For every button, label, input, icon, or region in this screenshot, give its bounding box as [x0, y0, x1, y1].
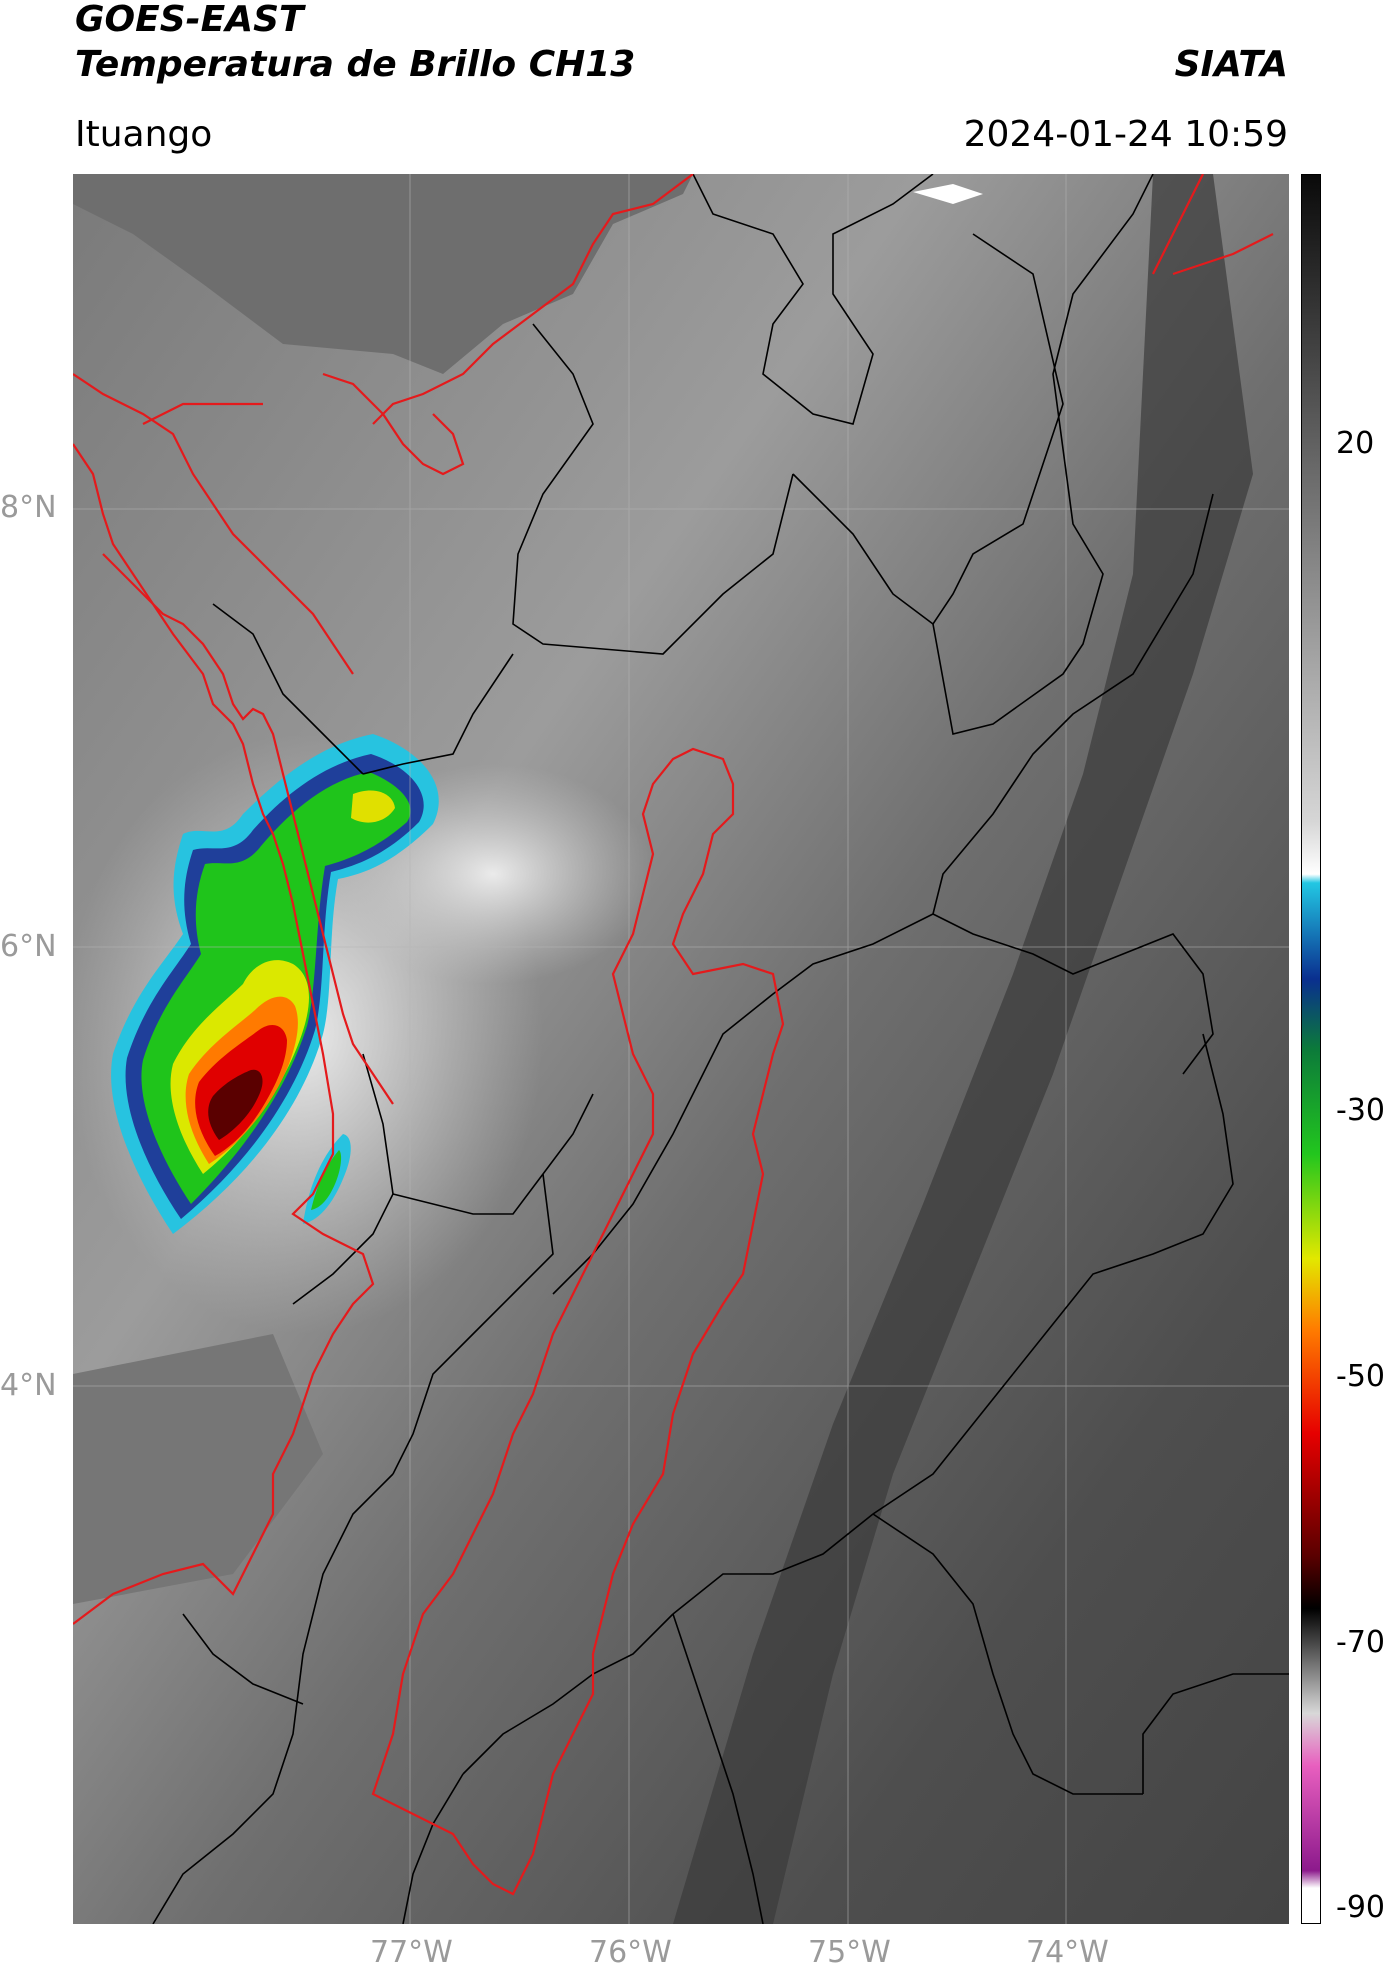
colorbar-tick-minus90: -90	[1336, 1890, 1384, 1925]
lon-label-75w: 75°W	[808, 1935, 891, 1970]
title-line2: Temperatura de Brillo CH13	[75, 44, 636, 85]
gridlines	[73, 174, 1289, 1924]
department-boundaries	[152, 174, 1289, 1924]
lat-label-8n: 8°N	[0, 490, 57, 525]
white-spot-north	[913, 184, 983, 204]
coastline-national-border	[73, 174, 1274, 1625]
lat-label-4n: 4°N	[0, 1368, 57, 1403]
storm-cloud	[111, 734, 439, 1234]
lon-label-77w: 77°W	[370, 1935, 453, 1970]
antioquia-outline	[371, 747, 785, 1896]
colorbar	[1301, 174, 1321, 1924]
title-line1: GOES-EAST	[75, 0, 304, 40]
ocean-caribbean	[73, 174, 693, 374]
storm-layer-darkred	[208, 1069, 263, 1140]
brand-label: SIATA	[1174, 44, 1288, 85]
dark-cordillera-east	[673, 174, 1253, 1924]
colorbar-tick-minus30: -30	[1336, 1093, 1384, 1128]
ocean-pacific	[73, 1334, 323, 1604]
location-label: Ituango	[75, 114, 213, 155]
storm-small-cell-green	[311, 1150, 342, 1210]
storm-patch-yellow-north	[351, 790, 395, 823]
colorbar-tick-20: 20	[1336, 426, 1375, 461]
datetime-label: 2024-01-24 10:59	[963, 114, 1288, 155]
colorbar-tick-minus50: -50	[1336, 1359, 1384, 1394]
satellite-map	[73, 174, 1289, 1924]
lat-label-6n: 6°N	[0, 929, 57, 964]
colorbar-tick-minus70: -70	[1336, 1625, 1384, 1660]
lon-label-74w: 74°W	[1026, 1935, 1109, 1970]
lon-label-76w: 76°W	[589, 1935, 672, 1970]
